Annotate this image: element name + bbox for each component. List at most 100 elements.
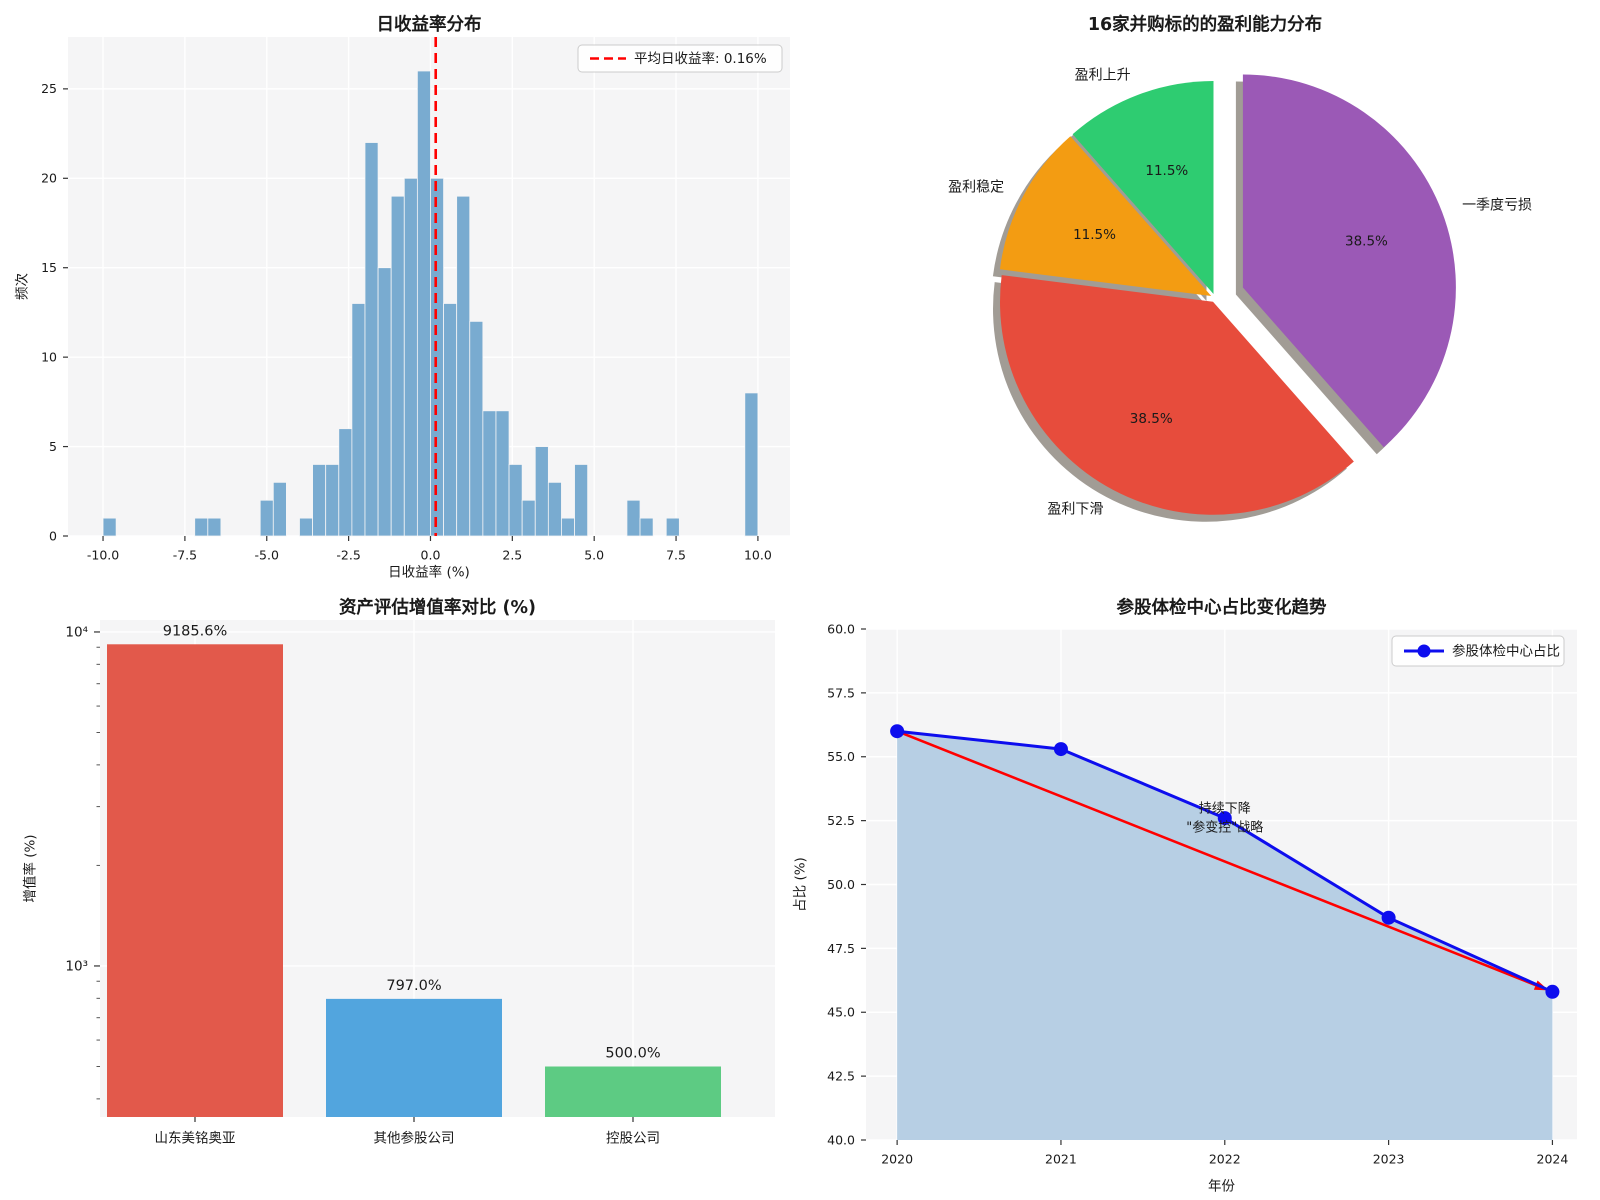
data-point-marker	[1217, 811, 1232, 826]
line-chart-xlabel: 年份	[1208, 1179, 1236, 1195]
line-chart-ylabel: 占比 (%)	[793, 857, 809, 912]
x-tick-label: 7.5	[666, 547, 686, 562]
legend-box	[1391, 635, 1565, 667]
y-tick-label: 10⁴	[65, 625, 88, 641]
hist-bar	[443, 303, 458, 537]
hist-bar	[364, 142, 379, 537]
hist-bar	[665, 517, 680, 537]
hist-bar	[626, 499, 641, 537]
hist-bar	[469, 320, 484, 537]
hist-bar	[338, 428, 353, 537]
area-fill	[897, 731, 1553, 1140]
x-tick-label: -7.5	[173, 547, 197, 562]
y-tick-label: 55.0	[827, 749, 855, 764]
bar-category-label: 控股公司	[606, 1131, 660, 1147]
y-tick-label: 47.5	[827, 941, 855, 956]
hist-bar	[639, 517, 654, 537]
hist-bar	[547, 481, 562, 537]
hist-bar	[207, 517, 222, 537]
hist-bar	[403, 177, 418, 537]
annotation-text: 持续下降	[1199, 802, 1251, 817]
pie-slice-label: 一季度亏损	[1462, 198, 1532, 214]
legend-label: 参股体检中心占比	[1452, 643, 1560, 660]
data-point-marker	[1545, 984, 1560, 999]
hist-bar	[390, 195, 405, 537]
pie-slice-label: 盈利稳定	[948, 179, 1004, 195]
pie-slice-label: 盈利上升	[1075, 68, 1131, 84]
line-legend: 参股体检中心占比	[1391, 635, 1565, 667]
hist-bar	[508, 464, 523, 537]
y-tick-label: 57.5	[827, 685, 855, 700]
hist-bar	[482, 410, 497, 537]
hist-bar	[561, 517, 575, 537]
hist-bar	[521, 499, 536, 537]
pie-slice	[1072, 81, 1214, 295]
pie-panel: 11.5% 盈利上升 11.5% 盈利稳定 38.5% 盈利下滑 38.5% 一季度亏损 16家…	[948, 14, 1532, 522]
x-tick-label: 2023	[1373, 1151, 1405, 1166]
x-tick-label: -5.0	[255, 547, 279, 562]
y-tick-label: 52.5	[827, 813, 855, 828]
y-tick-label: 20	[41, 171, 57, 186]
pie-slice	[1000, 275, 1354, 515]
legend-label: 平均日收益率: 0.16%	[634, 50, 767, 67]
hist-bar	[312, 464, 327, 537]
line-panel: 持续下降 "参变控"战略 2020 2021 2022 2023 2024 40.0 42.5 4…	[793, 597, 1577, 1195]
log-bar-panel: 9185.6% 797.0% 500.0% 10⁴ 10³ 山东美铭奥亚 其他参股公司 控股公…	[22, 597, 775, 1147]
bar-value-label: 797.0%	[386, 978, 441, 994]
pie-slice-label: 盈利下滑	[1047, 501, 1103, 518]
y-tick-label: 60.0	[827, 621, 855, 636]
bar-chart-title: 资产评估增值率对比 (%)	[339, 597, 536, 618]
hist-bar	[574, 464, 589, 537]
value-bar	[545, 1066, 721, 1117]
x-tick-label: -2.5	[336, 547, 360, 562]
y-tick-label: 25	[41, 81, 57, 96]
histogram-title: 日收益率分布	[377, 14, 482, 35]
pie-percent-label: 11.5%	[1073, 227, 1116, 243]
x-tick-label: -10.0	[87, 547, 119, 562]
value-bar	[326, 998, 502, 1117]
bar-category-label: 其他参股公司	[374, 1130, 455, 1147]
x-tick-label: 2020	[881, 1151, 913, 1166]
value-bar	[107, 644, 283, 1117]
bar-value-label: 9185.6%	[163, 623, 228, 639]
hist-bar	[299, 517, 313, 537]
x-tick-label: 2.5	[502, 547, 522, 562]
histogram-xlabel: 日收益率 (%)	[388, 564, 470, 581]
bar-value-label: 500.0%	[605, 1046, 660, 1062]
hist-bar	[351, 303, 366, 537]
y-tick-label: 42.5	[827, 1069, 855, 1084]
hist-bar	[325, 464, 340, 537]
histogram-panel: -10.0 -7.5 -5.0 -2.5 0.0 2.5 5.0 7.5 10.0 0 5 10 15 2…	[15, 14, 790, 581]
pie-title: 16家并购标的的盈利能力分布	[1088, 14, 1322, 35]
x-tick-label: 0.0	[421, 547, 441, 562]
data-point-marker	[890, 724, 905, 739]
x-tick-label: 2021	[1045, 1151, 1077, 1166]
hist-bar	[495, 410, 510, 537]
x-tick-label: 2022	[1209, 1151, 1241, 1166]
data-point-marker	[1053, 742, 1068, 757]
hist-bar	[416, 70, 431, 537]
pie-percent-label: 38.5%	[1130, 411, 1173, 427]
bar-category-label: 山东美铭奥亚	[155, 1130, 236, 1147]
hist-bar	[272, 481, 287, 537]
y-tick-label: 50.0	[827, 877, 855, 892]
y-tick-label: 15	[41, 260, 57, 275]
hist-bar	[377, 267, 392, 537]
pie-slice	[1242, 74, 1456, 448]
hist-bar	[430, 177, 444, 537]
y-tick-label: 40.0	[827, 1132, 855, 1147]
hist-bar	[102, 517, 117, 537]
hist-bar	[534, 446, 549, 537]
pie-percent-label: 38.5%	[1345, 234, 1388, 250]
y-tick-label: 10	[41, 350, 57, 365]
y-tick-label: 10³	[65, 959, 88, 975]
y-tick-label: 5	[49, 439, 57, 454]
x-tick-label: 5.0	[584, 547, 604, 562]
annotation-text: "参变控"战略	[1186, 820, 1263, 836]
bar-chart-ylabel: 增值率 (%)	[22, 834, 39, 902]
histogram-legend: 平均日收益率: 0.16%	[577, 44, 783, 73]
trend-arrow-line	[896, 729, 1540, 988]
hist-bar	[456, 195, 471, 537]
